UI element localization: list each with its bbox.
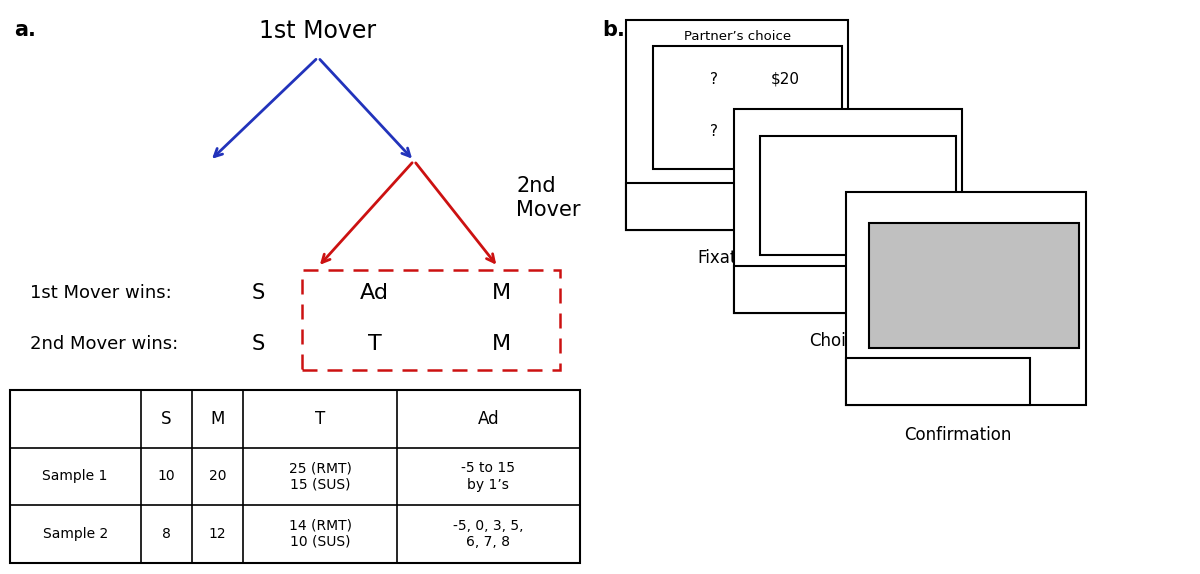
Text: ?: ? xyxy=(709,123,718,138)
Text: Partner’s choice: Partner’s choice xyxy=(912,203,1020,216)
Text: M: M xyxy=(492,283,511,302)
Text: 20: 20 xyxy=(209,470,227,483)
Text: $25: $25 xyxy=(808,161,838,176)
Bar xyxy=(734,266,900,313)
Text: $20: $20 xyxy=(1001,250,1031,265)
Text: 1st Mover: 1st Mover xyxy=(259,19,377,43)
Bar xyxy=(626,20,848,230)
Bar xyxy=(10,390,580,563)
Text: Partner’s choice: Partner’s choice xyxy=(794,119,902,133)
Text: ?: ? xyxy=(709,72,718,87)
Text: $0: $0 xyxy=(812,211,833,226)
Text: Both get $10: Both get $10 xyxy=(774,283,860,296)
Text: $25: $25 xyxy=(922,250,950,265)
Text: $20: $20 xyxy=(772,123,800,138)
Bar xyxy=(302,270,560,370)
Text: Both get $10: Both get $10 xyxy=(894,375,982,387)
Text: Ad: Ad xyxy=(478,410,499,428)
Text: S: S xyxy=(251,283,265,302)
Bar xyxy=(846,358,1030,405)
Text: $20: $20 xyxy=(772,72,800,87)
Bar xyxy=(846,192,1086,405)
Bar xyxy=(653,46,842,169)
Text: b.: b. xyxy=(602,20,625,40)
Text: 2nd Mover wins:: 2nd Mover wins: xyxy=(30,335,179,354)
Text: $20: $20 xyxy=(1001,302,1031,317)
Text: Ad: Ad xyxy=(360,283,389,302)
Bar xyxy=(626,183,782,230)
Text: Fixation: Fixation xyxy=(697,249,762,267)
Text: 10: 10 xyxy=(157,470,175,483)
Text: 8: 8 xyxy=(162,527,170,541)
Text: M: M xyxy=(492,335,511,354)
Text: Sample 2: Sample 2 xyxy=(42,527,108,541)
Text: 2nd
Mover: 2nd Mover xyxy=(516,176,581,220)
Text: Partner’s choice: Partner’s choice xyxy=(684,30,791,44)
Text: Sample 1: Sample 1 xyxy=(42,470,108,483)
Text: S: S xyxy=(251,335,265,354)
Text: $20: $20 xyxy=(883,161,912,176)
Text: T: T xyxy=(367,335,382,354)
Text: 12: 12 xyxy=(209,527,227,541)
Text: 14 (RMT)
10 (SUS): 14 (RMT) 10 (SUS) xyxy=(289,519,352,549)
Text: Both get $10: Both get $10 xyxy=(661,200,748,212)
Text: Confirmation: Confirmation xyxy=(904,426,1012,444)
Text: $0: $0 xyxy=(926,302,946,317)
Text: Choice: Choice xyxy=(810,332,865,350)
Text: 1st Mover wins:: 1st Mover wins: xyxy=(30,284,172,302)
Text: M: M xyxy=(210,410,224,428)
Bar xyxy=(734,109,962,313)
Text: S: S xyxy=(161,410,172,428)
Bar xyxy=(869,223,1079,348)
Text: 25 (RMT)
15 (SUS): 25 (RMT) 15 (SUS) xyxy=(289,461,352,491)
Text: T: T xyxy=(316,410,325,428)
Bar xyxy=(760,136,956,255)
Text: -5, 0, 3, 5,
6, 7, 8: -5, 0, 3, 5, 6, 7, 8 xyxy=(454,519,523,549)
Text: $20: $20 xyxy=(883,211,912,226)
Text: -5 to 15
by 1’s: -5 to 15 by 1’s xyxy=(461,461,516,491)
Text: a.: a. xyxy=(14,20,36,40)
